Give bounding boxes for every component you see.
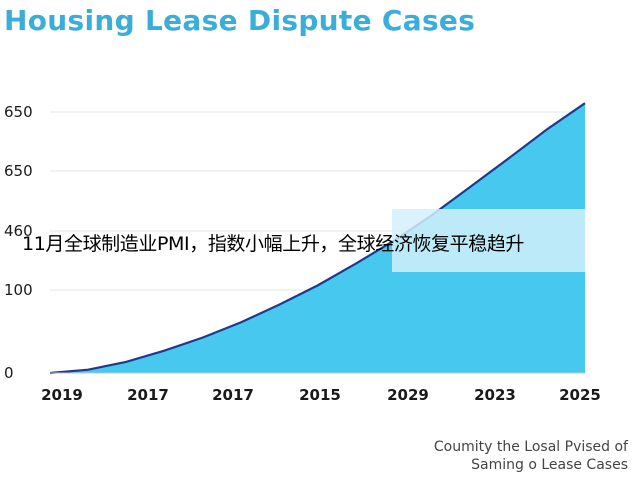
y-tick-label: 650 [4, 162, 33, 180]
overlay-caption: 11月全球制造业PMI，指数小幅上升，全球经济恢复平稳趋升 [22, 233, 525, 255]
source-note: Coumity the Losal Pvised of Saming o Lea… [434, 438, 628, 474]
y-tick-label: 460 [4, 222, 33, 240]
y-tick-label: 0 [4, 364, 14, 382]
x-tick-label: 2019 [41, 386, 83, 404]
x-tick-label: 2023 [474, 386, 516, 404]
x-tick-label: 2015 [299, 386, 341, 404]
x-axis: 2019 2017 2017 2015 2029 2023 2025 [41, 386, 601, 404]
overlay-highlight-band [392, 209, 585, 272]
source-note-line: Coumity the Losal Pvised of [433, 439, 628, 455]
y-tick-label: 650 [4, 103, 33, 121]
series-line [49, 102, 586, 375]
y-tick-label: 100 [4, 281, 33, 299]
x-tick-label: 2029 [387, 386, 429, 404]
x-tick-label: 2025 [559, 386, 601, 404]
y-axis: 0 100 460 650 650 [4, 103, 33, 382]
source-note-line: Saming o Lease Cases [471, 457, 628, 473]
area-fill [50, 103, 585, 373]
plot-area [49, 102, 586, 375]
x-tick-label: 2017 [127, 386, 169, 404]
x-tick-label: 2017 [212, 386, 254, 404]
chart-title: Housing Lease Dispute Cases [4, 4, 476, 37]
